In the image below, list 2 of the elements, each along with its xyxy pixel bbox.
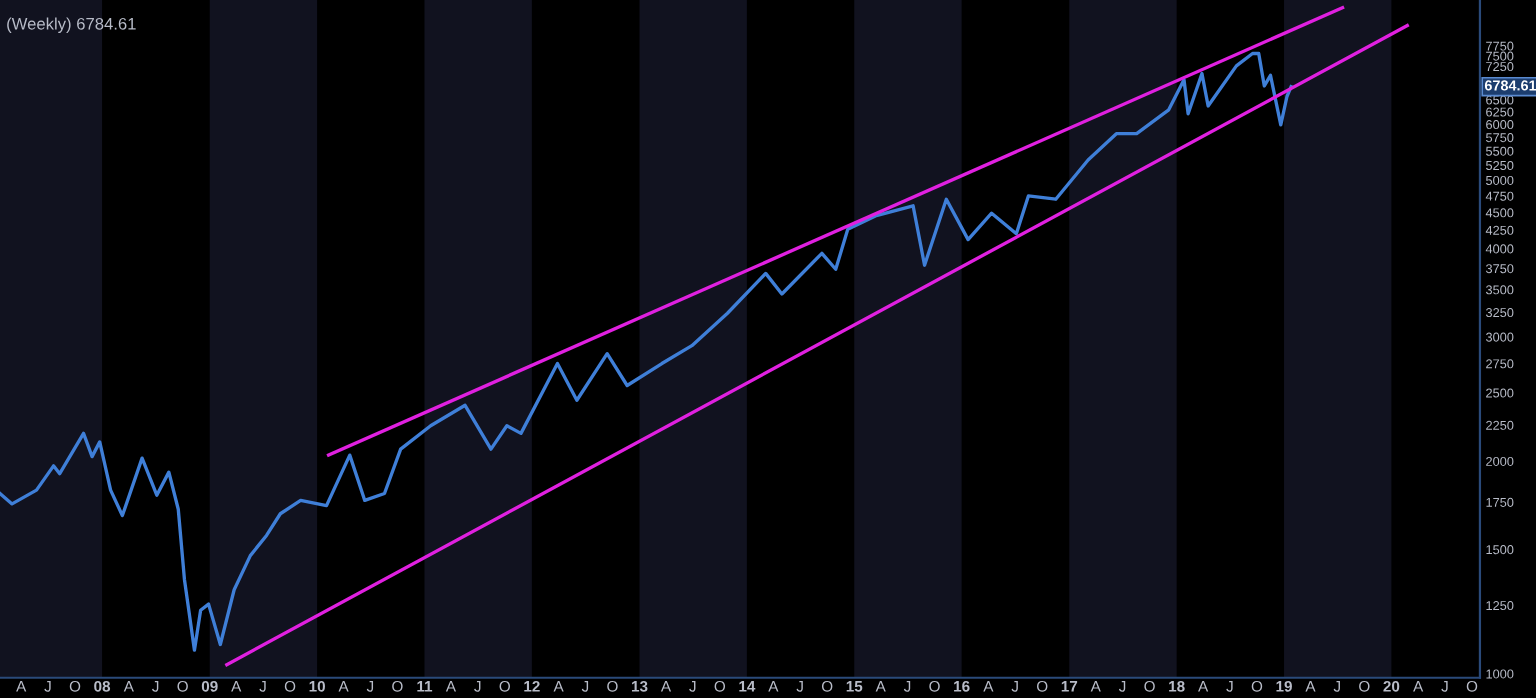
line-series bbox=[0, 51, 1293, 652]
text: (Weekly) 6784.61 bbox=[7, 17, 136, 33]
